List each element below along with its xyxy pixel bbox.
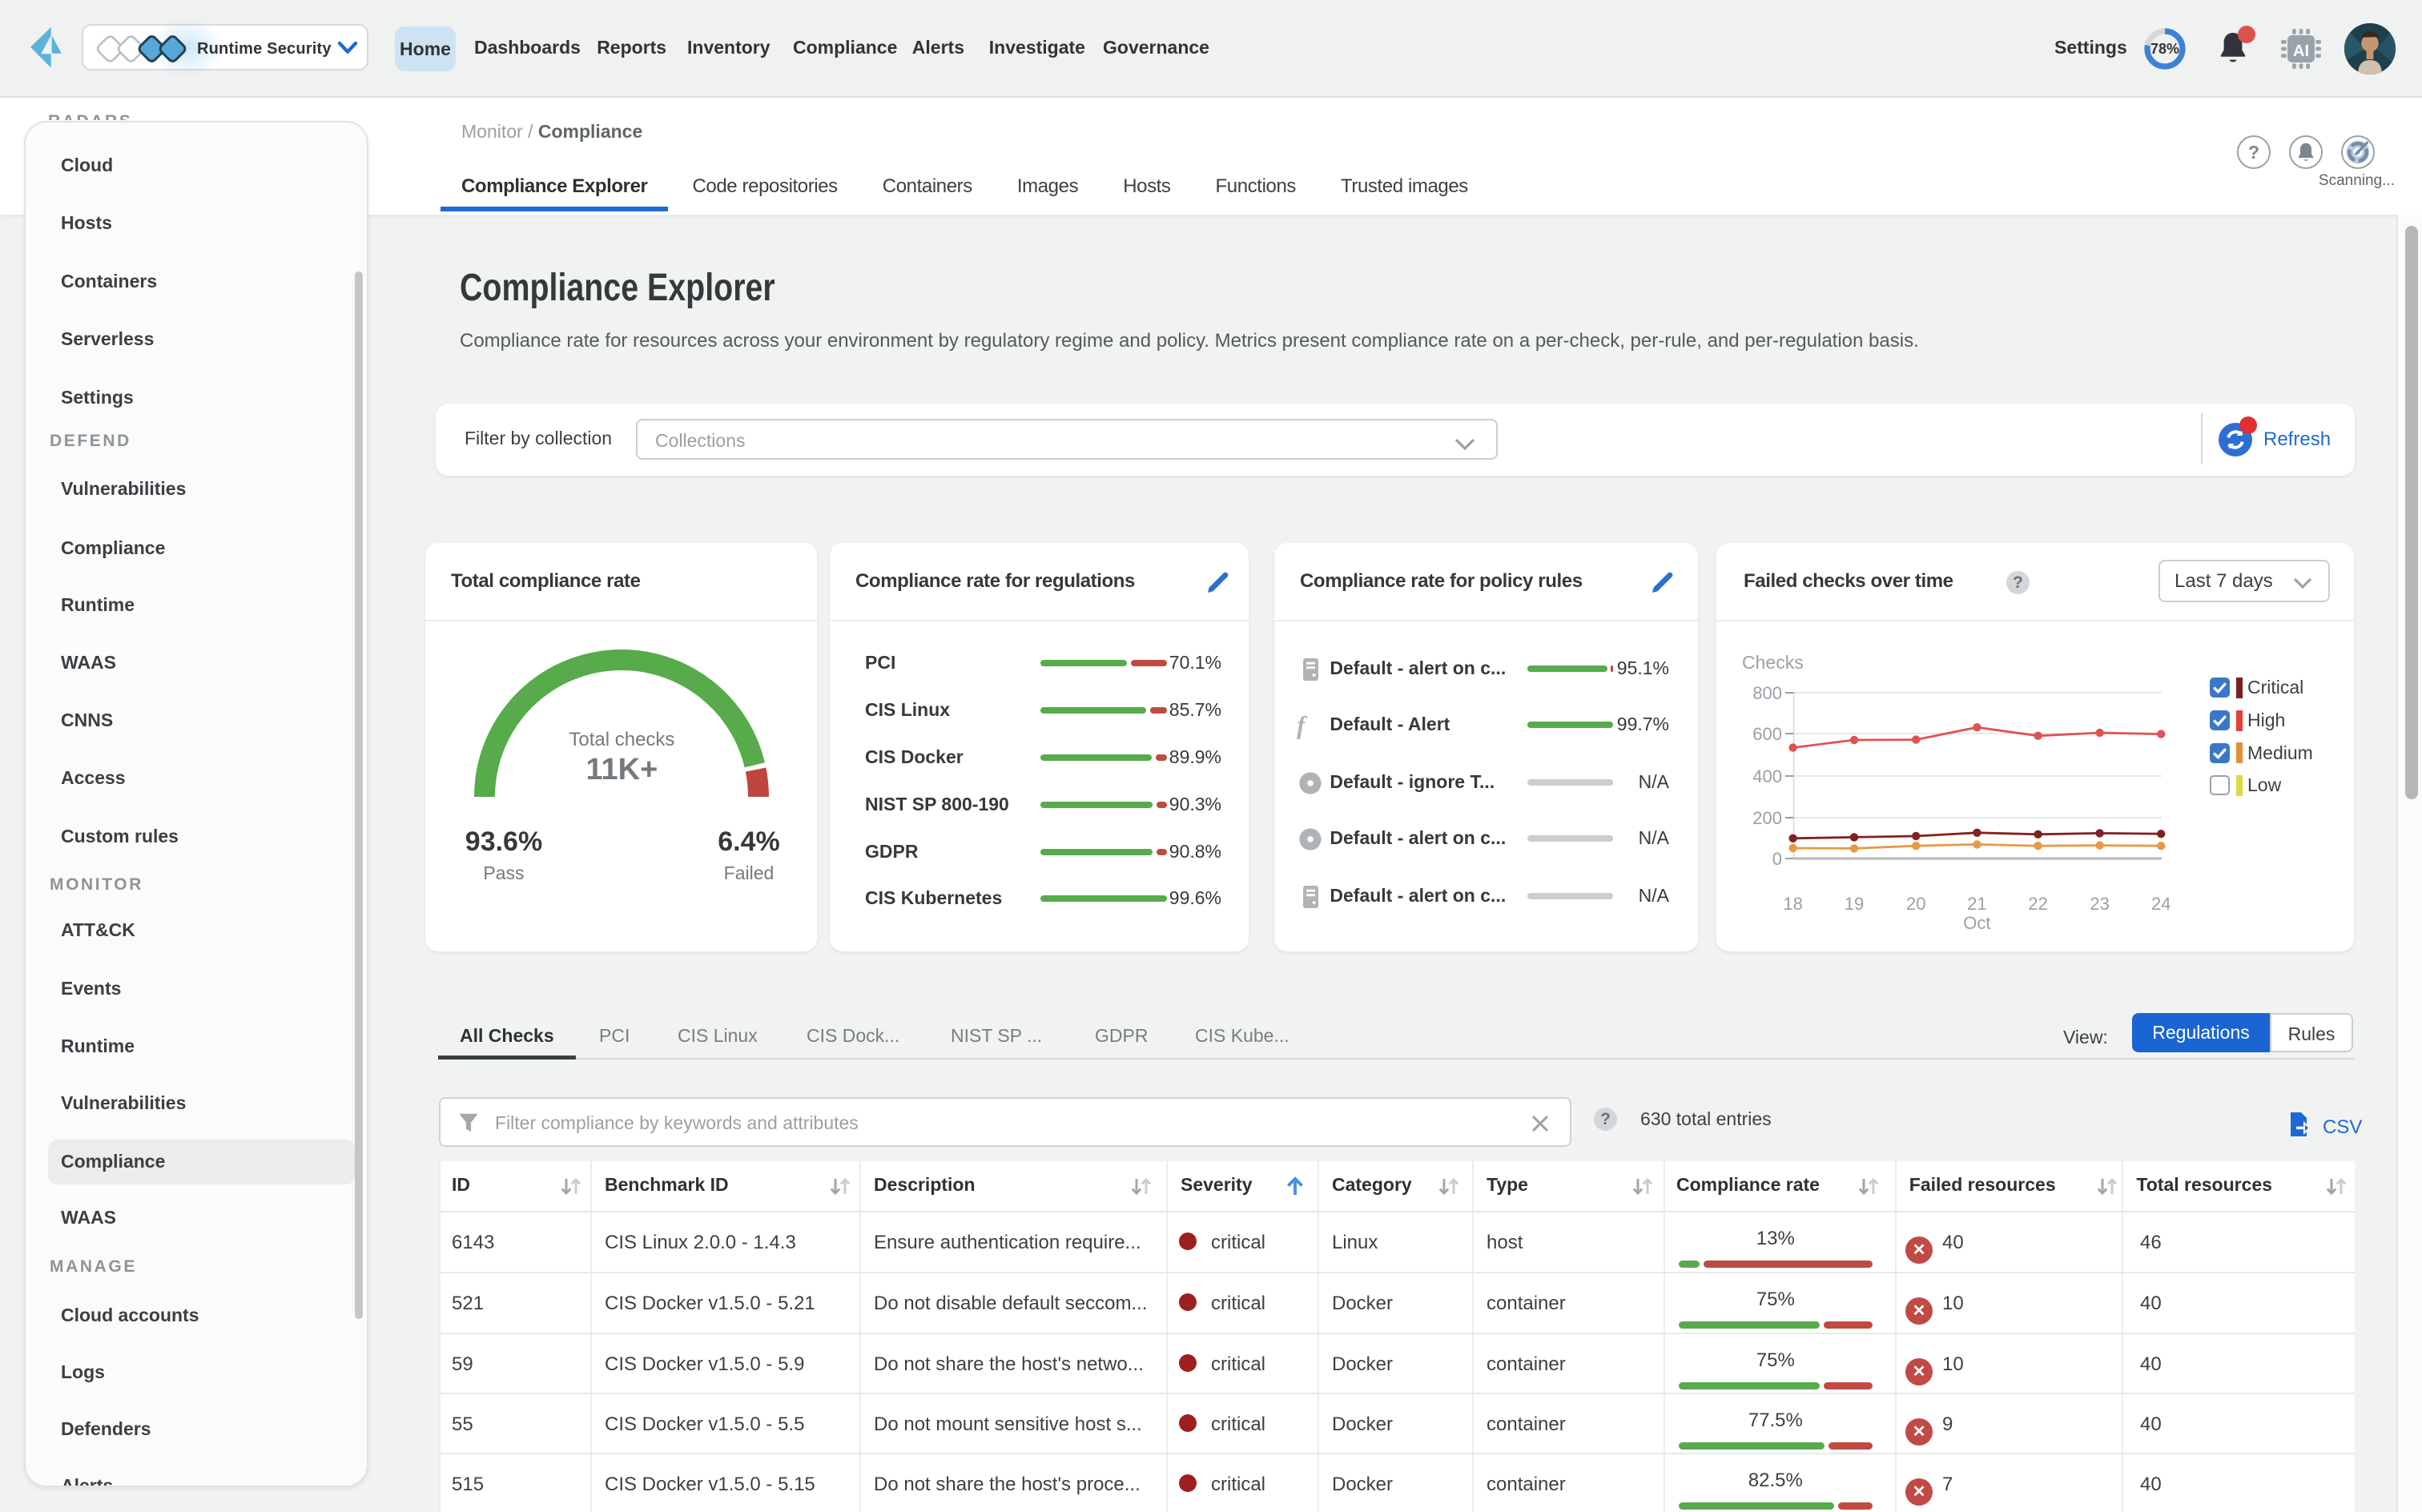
svg-text:600: 600 [1752,724,1782,744]
svg-text:400: 400 [1752,766,1782,786]
svg-text:19: 19 [1845,894,1864,914]
svg-text:23: 23 [2090,894,2109,914]
svg-text:22: 22 [2028,894,2047,914]
svg-text:21: 21 [1967,894,1986,914]
svg-text:?: ? [2248,142,2259,163]
svg-text:0: 0 [1772,849,1782,869]
svg-text:18: 18 [1783,894,1802,914]
svg-text:Oct: Oct [1963,913,1990,933]
svg-text:200: 200 [1752,808,1782,828]
svg-text:AI: AI [2293,42,2309,60]
svg-text:24: 24 [2151,894,2171,914]
svg-text:20: 20 [1906,894,1925,914]
svg-text:800: 800 [1752,683,1782,703]
